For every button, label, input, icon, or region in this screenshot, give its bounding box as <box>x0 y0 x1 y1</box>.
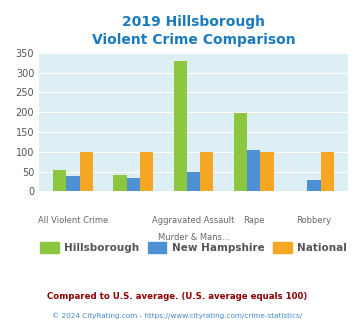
Bar <box>200 152 213 191</box>
Legend: Hillsborough, New Hampshire, National: Hillsborough, New Hampshire, National <box>36 238 351 257</box>
Text: Compared to U.S. average. (U.S. average equals 100): Compared to U.S. average. (U.S. average … <box>47 292 308 301</box>
Bar <box>80 152 93 191</box>
Bar <box>307 180 321 191</box>
Bar <box>234 114 247 191</box>
Text: Murder & Mans...: Murder & Mans... <box>158 233 229 242</box>
Bar <box>53 170 66 191</box>
Bar <box>127 178 140 191</box>
Text: Rape: Rape <box>243 216 264 225</box>
Bar <box>66 176 80 191</box>
Text: Aggravated Assault: Aggravated Assault <box>152 216 235 225</box>
Bar <box>260 152 274 191</box>
Bar <box>187 172 200 191</box>
Text: Robbery: Robbery <box>296 216 332 225</box>
Bar <box>113 175 127 191</box>
Text: © 2024 CityRating.com - https://www.cityrating.com/crime-statistics/: © 2024 CityRating.com - https://www.city… <box>53 312 302 318</box>
Bar <box>321 152 334 191</box>
Bar <box>174 61 187 191</box>
Text: All Violent Crime: All Violent Crime <box>38 216 108 225</box>
Bar <box>247 150 260 191</box>
Bar <box>140 152 153 191</box>
Title: 2019 Hillsborough
Violent Crime Comparison: 2019 Hillsborough Violent Crime Comparis… <box>92 15 295 48</box>
